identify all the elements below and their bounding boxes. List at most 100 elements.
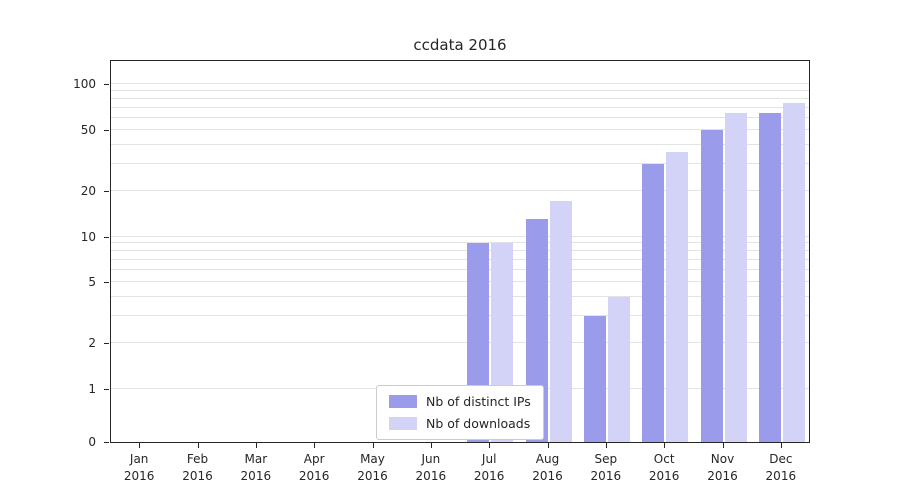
xtick-month: Feb <box>186 452 209 466</box>
xtick-label-dec: Dec 2016 <box>752 451 810 486</box>
ytick-label-100: 100 <box>73 77 96 91</box>
xtick-mark-jan <box>139 443 141 448</box>
ytick-mark-1 <box>104 389 109 390</box>
xtick-month: Apr <box>303 452 325 466</box>
xtick-year: 2016 <box>765 469 797 484</box>
xtick-mark-jun <box>430 443 432 448</box>
gridline-y-50 <box>111 128 809 130</box>
legend-swatch-nb-of-distinct-ips <box>389 395 417 408</box>
xtick-month: May <box>360 452 385 466</box>
gridline-y-8 <box>111 250 809 252</box>
chart-title: ccdata 2016 <box>413 36 507 54</box>
ytick-mark-50 <box>104 129 109 131</box>
ytick-mark-0 <box>104 442 109 443</box>
xtick-label-nov: Nov 2016 <box>693 451 751 486</box>
gridline-y-90 <box>111 89 809 91</box>
gridline-y-2 <box>111 342 809 344</box>
legend-swatch-nb-of-downloads <box>389 417 417 430</box>
xtick-label-oct: Oct 2016 <box>635 451 693 486</box>
xtick-label-jun: Jun 2016 <box>402 451 460 486</box>
ytick-label-50: 50 <box>80 122 96 137</box>
bar-nb-of-downloads-dec <box>782 103 805 442</box>
xtick-mark-nov <box>722 443 724 448</box>
xtick-year: 2016 <box>707 469 738 484</box>
xtick-month: Mar <box>244 452 268 466</box>
gridline-y-3 <box>111 315 809 317</box>
gridline-y-40 <box>111 143 809 145</box>
xtick-year: 2016 <box>357 469 388 484</box>
xtick-mark-oct <box>664 443 666 448</box>
legend-entry-nb-of-downloads: Nb of downloads <box>389 416 531 431</box>
gridline-y-10 <box>111 235 809 237</box>
gridline-y-6 <box>111 269 809 271</box>
gridline-y-7 <box>111 259 809 261</box>
gridline-y-5 <box>111 281 809 283</box>
xtick-label-jan: Jan 2016 <box>110 451 168 486</box>
xtick-mark-sep <box>605 443 607 448</box>
legend-entry-nb-of-distinct-ips: Nb of distinct IPs <box>389 394 531 409</box>
ytick-label-5: 5 <box>88 275 96 290</box>
ytick-mark-20 <box>104 190 109 192</box>
ytick-label-2: 2 <box>88 336 96 351</box>
xtick-label-may: May 2016 <box>343 451 401 486</box>
ytick-mark-100 <box>104 84 109 85</box>
xtick-year: 2016 <box>240 469 272 484</box>
legend-label: Nb of distinct IPs <box>426 394 531 409</box>
ytick-label-20: 20 <box>80 183 96 198</box>
xtick-year: 2016 <box>415 469 447 484</box>
xtick-label-mar: Mar 2016 <box>227 451 285 486</box>
gridline-y-100 <box>111 83 809 84</box>
xtick-year: 2016 <box>648 469 680 484</box>
xtick-label-feb: Feb 2016 <box>168 451 226 486</box>
gridline-y-70 <box>111 106 809 108</box>
xtick-label-sep: Sep 2016 <box>577 451 635 486</box>
xtick-mark-aug <box>547 443 549 448</box>
ytick-label-10: 10 <box>80 229 96 244</box>
xtick-year: 2016 <box>590 469 622 484</box>
gridline-y-30 <box>111 162 809 164</box>
xtick-year: 2016 <box>473 469 505 484</box>
gridline-y-9 <box>111 242 809 244</box>
gridline-y-20 <box>111 189 809 191</box>
xtick-month: Aug <box>535 452 560 466</box>
xtick-year: 2016 <box>532 469 563 484</box>
legend: Nb of distinct IPs Nb of downloads <box>376 385 544 440</box>
xtick-label-apr: Apr 2016 <box>285 451 343 486</box>
xtick-year: 2016 <box>182 469 213 484</box>
bar-nb-of-downloads-oct <box>666 151 689 442</box>
xtick-label-aug: Aug 2016 <box>518 451 576 486</box>
xtick-month: Jun <box>421 452 441 466</box>
ytick-mark-5 <box>104 282 109 284</box>
ytick-label-1: 1 <box>88 382 96 396</box>
bar-nb-of-distinct-ips-nov <box>700 129 723 442</box>
ytick-label-0: 0 <box>88 435 96 449</box>
xtick-month: Nov <box>710 452 735 466</box>
xtick-month: Jul <box>481 452 497 466</box>
xtick-month: Oct <box>653 452 675 466</box>
xtick-label-jul: Jul 2016 <box>460 451 518 486</box>
xtick-mark-apr <box>314 443 316 448</box>
xtick-year: 2016 <box>298 469 330 484</box>
xtick-mark-jul <box>489 443 491 448</box>
bar-nb-of-downloads-sep <box>607 297 630 442</box>
xtick-mark-feb <box>197 443 199 448</box>
legend-label: Nb of downloads <box>426 416 531 431</box>
xtick-month: Dec <box>769 452 793 466</box>
bar-nb-of-distinct-ips-sep <box>583 316 606 442</box>
bar-nb-of-downloads-nov <box>724 112 747 442</box>
bar-nb-of-distinct-ips-oct <box>642 163 665 442</box>
xtick-mark-may <box>372 443 374 448</box>
xtick-month: Jan <box>129 452 149 466</box>
xtick-month: Sep <box>594 452 618 466</box>
gridline-y-80 <box>111 97 809 99</box>
bar-nb-of-distinct-ips-dec <box>758 112 781 442</box>
ytick-mark-2 <box>104 343 109 345</box>
xtick-mark-mar <box>255 443 257 448</box>
xtick-mark-dec <box>780 443 782 448</box>
bar-nb-of-downloads-aug <box>549 201 572 442</box>
ytick-mark-10 <box>104 236 109 238</box>
xtick-year: 2016 <box>123 469 155 484</box>
gridline-y-60 <box>111 116 809 118</box>
gridline-y-4 <box>111 296 809 298</box>
